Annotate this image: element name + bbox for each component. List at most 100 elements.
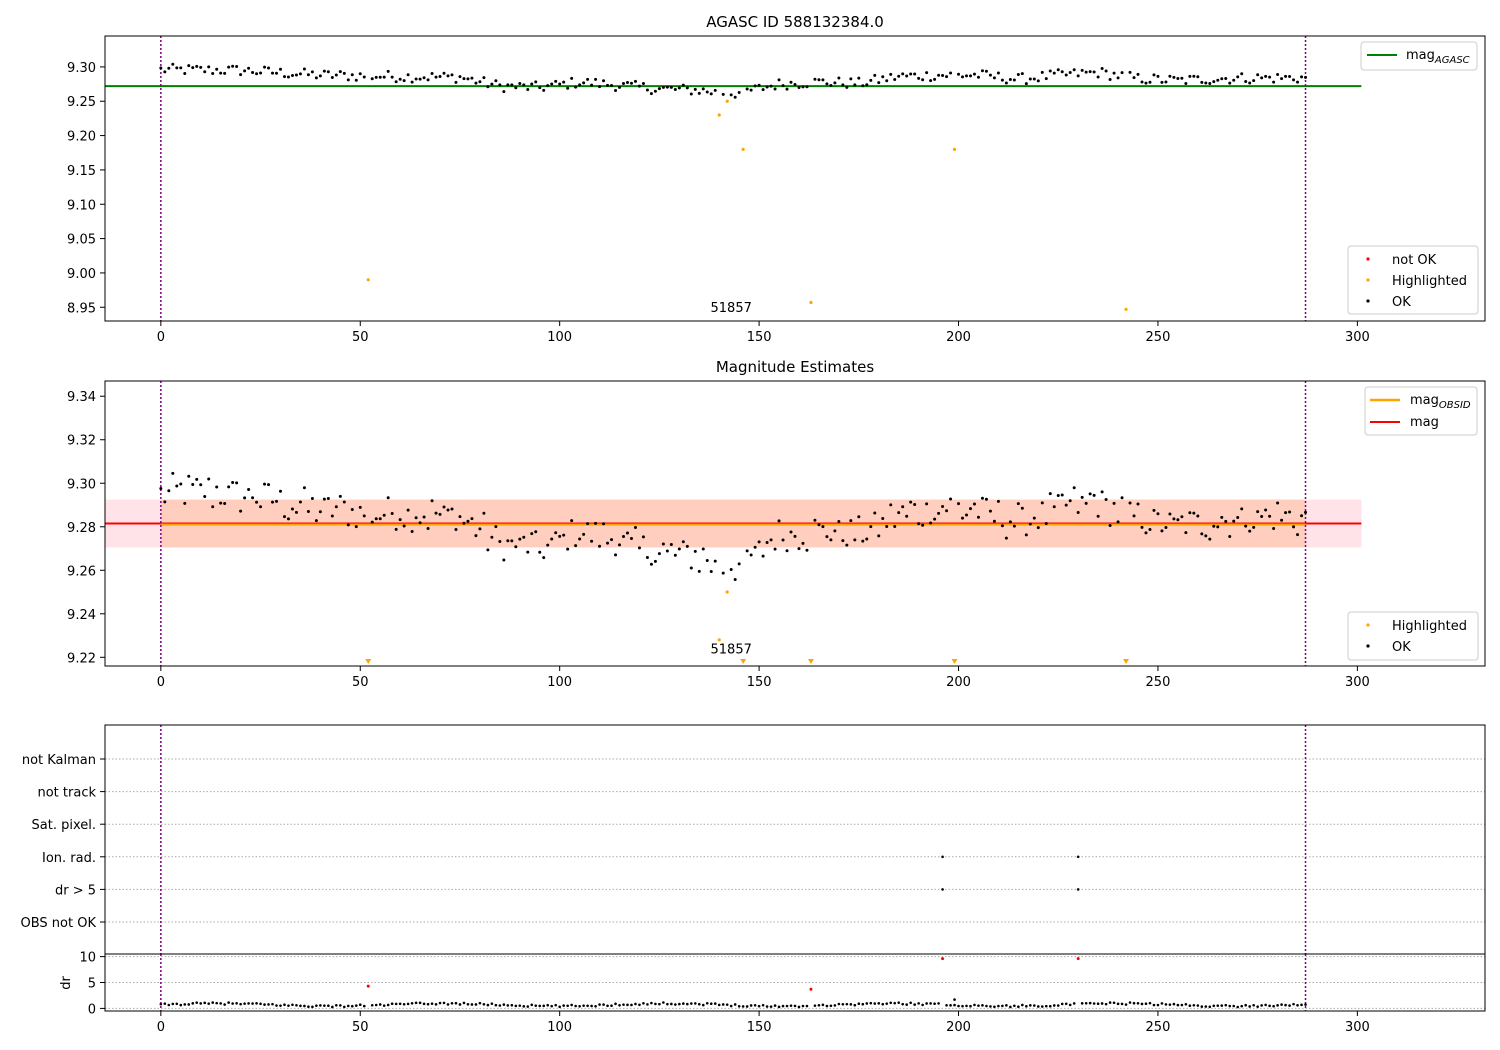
ok-point (1108, 77, 1112, 81)
ok-point (1072, 68, 1076, 72)
ok-point (1040, 70, 1044, 74)
dr-point (789, 1004, 793, 1007)
ok-point (1056, 493, 1060, 497)
ok-point (470, 76, 474, 80)
dr-point (1052, 1004, 1056, 1007)
ok-point (354, 525, 358, 529)
ok-point (1264, 74, 1268, 78)
ok-point (271, 71, 275, 75)
ok-point (578, 537, 582, 541)
ok-point (342, 71, 346, 75)
ok-point (913, 72, 917, 76)
dr-point (514, 1004, 518, 1008)
ok-point (961, 75, 965, 79)
panel-mag-x-axis: 0 50 100 150 200 250 300 (157, 666, 1370, 690)
ok-point (1100, 67, 1104, 71)
highlighted-point (952, 147, 957, 151)
panel-mag-frame (104, 380, 1486, 667)
ok-point (350, 73, 354, 77)
ok-point (625, 81, 629, 85)
ok-point (877, 81, 881, 85)
ok-point (179, 482, 183, 486)
ok-point (418, 521, 422, 525)
ok-point (925, 71, 929, 75)
ok-point (446, 74, 450, 78)
ok-point (278, 67, 282, 71)
dr-point (1196, 1004, 1200, 1007)
dr-point (255, 1002, 258, 1005)
ok-point (1068, 70, 1072, 74)
ok-point (1112, 501, 1116, 505)
ok-point (1076, 74, 1080, 78)
ok-point (980, 496, 984, 500)
dr-point (717, 1003, 721, 1007)
ok-point (1296, 533, 1300, 537)
dr-point (390, 1002, 394, 1006)
ok-point (235, 481, 239, 485)
ok-point (243, 496, 247, 500)
dr-point (378, 1003, 382, 1006)
ok-point (1020, 506, 1024, 510)
ok-point (590, 83, 594, 87)
ok-point (566, 547, 570, 551)
ok-point (1204, 81, 1208, 85)
ok-point (837, 519, 841, 523)
dr-point (1144, 1002, 1148, 1006)
ok-point (610, 538, 614, 542)
ok-point (458, 75, 462, 79)
ok-point (602, 522, 606, 526)
ok-point (625, 531, 629, 535)
ok-point (558, 534, 562, 538)
dr-point (450, 1001, 454, 1005)
dr-point (1044, 1004, 1048, 1008)
ok-point (442, 505, 446, 509)
ok-point (1032, 77, 1036, 81)
dr-point (442, 1001, 446, 1005)
dr-point (1288, 1004, 1291, 1007)
ok-point (606, 83, 610, 87)
flag-row-label: not track (37, 786, 96, 801)
ok-point (1236, 75, 1240, 79)
dr-point (817, 1003, 821, 1007)
x-tick-label: 100 (547, 1020, 572, 1035)
ok-point (1172, 75, 1176, 79)
x-tick-label: 200 (946, 1020, 971, 1035)
ok-point (777, 519, 781, 523)
dr-point (1192, 1003, 1196, 1007)
y-tick-label: 9.24 (67, 608, 96, 623)
dr-point (346, 1004, 350, 1008)
ok-point (829, 538, 833, 542)
ok-point (602, 79, 606, 83)
ok-point (992, 519, 996, 523)
ok-point (933, 77, 937, 81)
ok-point (326, 497, 330, 501)
ok-point (219, 501, 223, 505)
flag-row-label: not Kalman (22, 753, 96, 768)
dr-point (813, 1004, 817, 1007)
dr-point (837, 1002, 841, 1006)
ok-point (286, 75, 290, 79)
ok-point (538, 86, 542, 90)
ok-point (239, 509, 243, 513)
dr-point (1272, 1004, 1275, 1008)
ok-point (171, 471, 175, 475)
dr-point (873, 1002, 877, 1005)
ok-point (976, 515, 980, 519)
panel-agasc-x-axis: 0 50 100 150 200 250 300 (157, 321, 1370, 345)
ok-point (314, 519, 318, 523)
ok-point (231, 481, 235, 485)
ok-point (929, 79, 933, 83)
dr-point (913, 1003, 916, 1006)
ok-point (175, 484, 179, 488)
dr-point (1232, 1004, 1236, 1008)
ok-point (701, 87, 705, 91)
ok-point (342, 500, 346, 504)
ok-point (801, 541, 805, 545)
dr-point (1228, 1004, 1232, 1008)
ok-point (913, 503, 917, 507)
ok-point (310, 497, 314, 501)
ok-point (988, 509, 992, 513)
ok-point (438, 512, 442, 516)
ok-point (306, 73, 310, 77)
ok-point (649, 92, 653, 96)
